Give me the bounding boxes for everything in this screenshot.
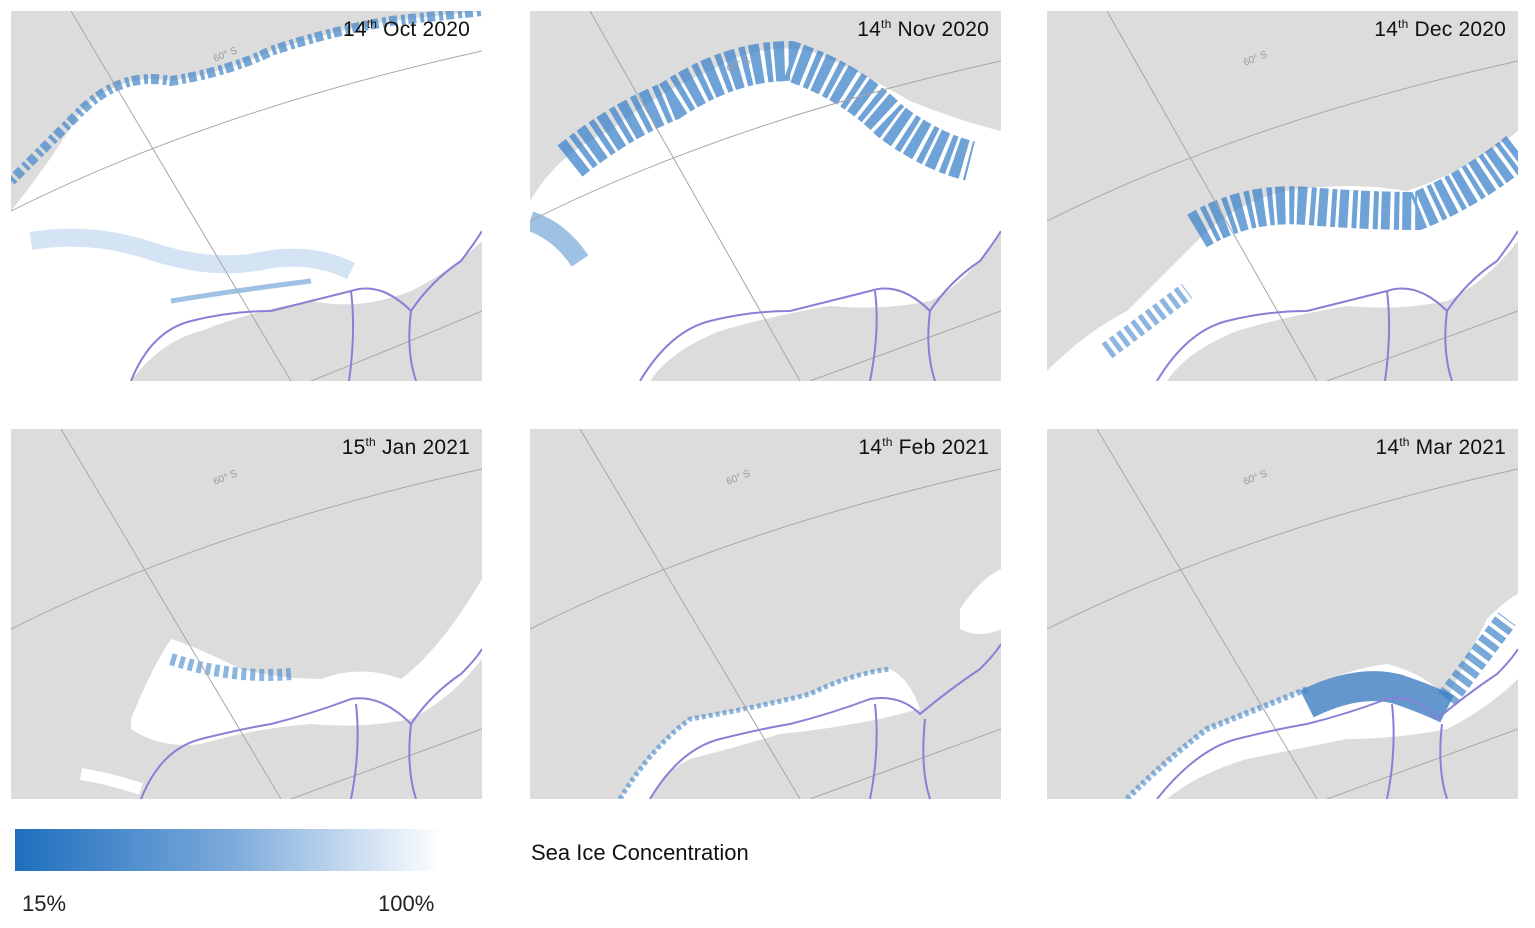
graticule-label: 60° S: [212, 45, 239, 65]
panel-date: 15th Jan 2021: [341, 435, 470, 459]
legend-min-label: 15%: [22, 891, 67, 916]
map-panel-jan-2021: 60° S 15th Jan 2021: [11, 429, 482, 799]
map-panel-oct-2020: 60° S 14th Oct 2020: [11, 11, 482, 381]
panel-date: 14th Nov 2020: [857, 17, 989, 41]
sea-ice-map: 60° S: [11, 11, 482, 381]
graticule-label: 60° S: [1242, 49, 1269, 69]
sea-ice-map: 60° S: [530, 429, 1001, 799]
graticule-label: 60° S: [212, 468, 239, 488]
panel-date: 14th Feb 2021: [858, 435, 989, 459]
sea-ice-map: 60° S: [530, 11, 1001, 381]
legend-max-label: 100%: [378, 891, 435, 916]
legend-title: Sea Ice Concentration: [531, 840, 749, 865]
map-panel-dec-2020: 60° S 14th Dec 2020: [1047, 11, 1518, 381]
graticule-label: 60° S: [1242, 468, 1269, 488]
legend-colorbar: [15, 829, 442, 871]
panel-date: 14th Mar 2021: [1375, 435, 1506, 459]
map-panel-feb-2021: 60° S 14th Feb 2021: [530, 429, 1001, 799]
panel-date: 14th Dec 2020: [1374, 17, 1506, 41]
sea-ice-map: 60° S: [1047, 11, 1518, 381]
panel-date: 14th Oct 2020: [342, 17, 470, 41]
sea-ice-map: 60° S: [11, 429, 482, 799]
sea-ice-map: 60° S: [1047, 429, 1518, 799]
graticule-label: 60° S: [725, 468, 752, 488]
map-panel-nov-2020: 60° S 14th Nov 2020: [530, 11, 1001, 381]
map-panel-mar-2021: 60° S 14th Mar 2021: [1047, 429, 1518, 799]
